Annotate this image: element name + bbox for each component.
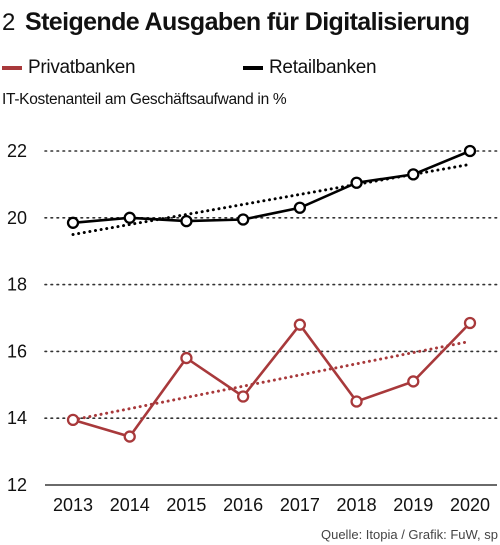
- data-point-retailbanken: [463, 144, 477, 158]
- y-tick-label: 18: [7, 275, 27, 295]
- data-point-privatbanken: [407, 375, 420, 388]
- legend-swatch-retailbanken: [243, 66, 263, 70]
- trend-line-privatbanken: [71, 339, 472, 422]
- x-tick-label: 2020: [450, 495, 490, 515]
- data-point-privatbanken: [123, 430, 136, 443]
- x-tick-label: 2016: [223, 495, 263, 515]
- data-point-retailbanken: [66, 216, 80, 229]
- legend-item-retailbanken: Retailbanken: [243, 57, 377, 79]
- data-point-privatbanken: [180, 351, 193, 365]
- data-point-retailbanken: [407, 168, 420, 181]
- x-tick-label: 2018: [337, 495, 377, 515]
- legend-label-privatbanken: Privatbanken: [28, 57, 136, 78]
- x-tick-label: 2014: [110, 495, 150, 515]
- chart-title: Steigende Ausgaben für Digitalisierung: [25, 8, 470, 36]
- legend-swatch-privatbanken: [2, 66, 22, 70]
- data-point-privatbanken: [293, 318, 307, 331]
- data-point-privatbanken: [236, 390, 250, 403]
- y-axis-label: IT-Kostenanteil am Geschäftsaufwand in %: [2, 91, 287, 108]
- series-line-privatbanken: [72, 322, 471, 439]
- data-point-retailbanken: [123, 211, 136, 224]
- data-point-retailbanken: [180, 214, 193, 228]
- data-point-retailbanken: [350, 176, 363, 189]
- data-point-retailbanken: [236, 213, 250, 226]
- y-tick-label: 16: [7, 341, 27, 361]
- data-point-privatbanken: [66, 413, 80, 427]
- series-line-retailbanken: [72, 149, 471, 225]
- y-tick-label: 20: [7, 208, 27, 228]
- data-point-privatbanken: [463, 316, 477, 330]
- y-tick-label: 14: [7, 408, 27, 428]
- legend-item-privatbanken: Privatbanken: [2, 57, 136, 79]
- x-tick-label: 2017: [280, 495, 320, 515]
- y-tick-label: 22: [7, 141, 27, 161]
- x-tick-label: 2013: [53, 495, 93, 515]
- y-tick-label: 12: [7, 475, 27, 495]
- x-tick-label: 2015: [166, 495, 206, 515]
- figure-number: 2: [2, 9, 16, 36]
- legend-label-retailbanken: Retailbanken: [269, 57, 377, 78]
- data-point-privatbanken: [350, 395, 363, 408]
- x-tick-label: 2019: [393, 495, 433, 515]
- data-point-retailbanken: [293, 201, 307, 214]
- source-credit: Quelle: Itopia / Grafik: FuW, sp: [320, 527, 498, 542]
